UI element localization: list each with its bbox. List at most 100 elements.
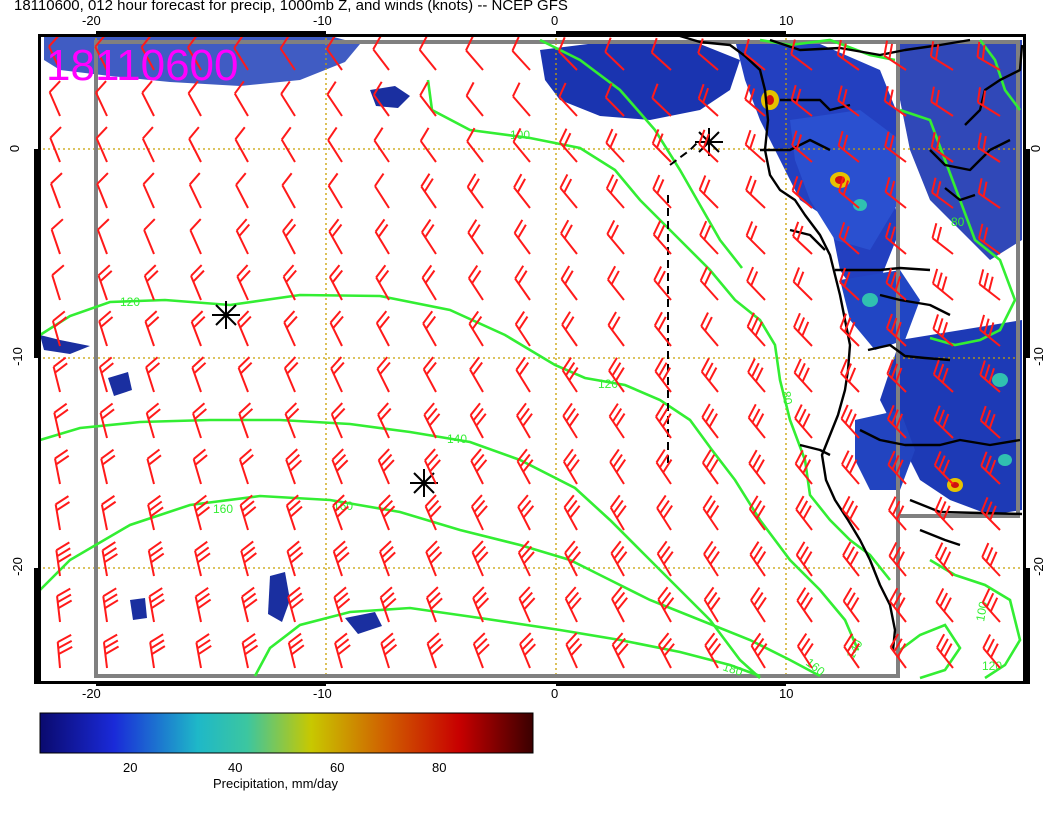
wind-barb xyxy=(51,310,68,347)
wind-barb xyxy=(747,403,766,439)
wind-barb xyxy=(885,313,907,347)
wind-barb xyxy=(558,82,578,117)
wind-barb xyxy=(976,87,1001,117)
star-marker xyxy=(410,469,438,497)
wind-barb xyxy=(748,495,766,531)
wind-barb xyxy=(931,223,954,255)
wind-barb xyxy=(332,540,350,577)
wind-barb xyxy=(239,494,257,531)
wind-barb xyxy=(102,633,120,669)
wind-barb xyxy=(702,495,720,531)
wind-barb xyxy=(235,172,249,209)
wind-barb xyxy=(841,495,860,531)
wind-barb xyxy=(285,494,303,531)
wind-barb xyxy=(148,587,165,623)
wind-barb xyxy=(564,586,582,623)
wind-barb xyxy=(936,633,954,669)
wind-barb xyxy=(790,39,813,71)
wind-barb xyxy=(609,494,627,531)
wind-barb xyxy=(561,311,578,347)
wind-barb xyxy=(746,266,766,301)
wind-barb xyxy=(839,313,860,347)
contour-label: 80 xyxy=(951,215,965,229)
wind-barb xyxy=(794,404,813,439)
wind-barb xyxy=(194,540,211,577)
wind-barb xyxy=(564,540,582,577)
wind-barb xyxy=(933,450,954,485)
wind-barb xyxy=(234,126,249,163)
wind-barb xyxy=(145,402,161,439)
wind-barb xyxy=(55,541,72,577)
wind-barb xyxy=(53,449,70,485)
wind-barb xyxy=(747,358,766,393)
wind-barb xyxy=(653,266,672,301)
wind-barb xyxy=(470,448,488,485)
wind-barb xyxy=(284,402,300,439)
wind-barb xyxy=(421,218,437,255)
colorbar-tick: 20 xyxy=(123,760,138,775)
wind-barb xyxy=(976,41,1001,71)
colorbar-label: Precipitation, mm/day xyxy=(213,776,338,791)
wind-barb xyxy=(379,540,396,577)
wind-barb xyxy=(377,402,392,439)
wind-barb xyxy=(561,357,579,393)
wind-barb xyxy=(841,450,860,485)
wind-barb xyxy=(425,586,443,623)
wind-barb xyxy=(327,172,343,209)
contour-label: 180 xyxy=(721,660,745,680)
wind-barb xyxy=(472,632,490,669)
wind-barb xyxy=(379,586,397,623)
wind-barb xyxy=(421,264,437,301)
wind-barb xyxy=(330,402,346,439)
wind-barb xyxy=(559,173,578,209)
map-title: 18110600, 012 hour forecast for precip, … xyxy=(14,0,568,14)
wind-barb xyxy=(794,449,813,485)
wind-barb xyxy=(979,405,1001,439)
wind-barb xyxy=(699,220,719,255)
wind-barb xyxy=(606,220,625,255)
wind-barb xyxy=(565,632,583,669)
wind-barb xyxy=(141,80,155,117)
wind-barb xyxy=(977,132,1001,163)
wind-barb xyxy=(236,264,251,301)
wind-barb xyxy=(511,36,531,71)
wind-barb xyxy=(192,448,208,485)
wind-barb xyxy=(333,586,351,623)
wind-barb xyxy=(191,356,207,393)
contour-label: 120 xyxy=(982,659,1002,673)
wind-barb xyxy=(563,494,581,531)
contour-label: 120 xyxy=(598,377,618,391)
wind-barb xyxy=(651,83,672,117)
wind-barb xyxy=(189,218,202,255)
wind-barb xyxy=(932,314,954,347)
wind-barb xyxy=(424,494,442,531)
wind-barb xyxy=(332,494,349,531)
wind-barb xyxy=(978,269,1001,301)
bottom-tick-label: -20 xyxy=(82,686,101,701)
axis-frame xyxy=(34,31,1030,686)
wind-barb xyxy=(144,310,160,347)
wind-barb xyxy=(328,218,343,255)
wind-barb xyxy=(422,356,437,393)
wind-barb xyxy=(98,310,114,347)
right-tick-label: -10 xyxy=(1030,347,1046,366)
wind-barb xyxy=(238,402,254,439)
wind-barb xyxy=(190,310,206,347)
wind-barb xyxy=(934,496,954,531)
star-marker xyxy=(212,301,240,329)
wind-barb xyxy=(426,632,444,669)
wind-barb xyxy=(285,448,303,485)
wind-barb xyxy=(657,586,675,623)
wind-barb xyxy=(142,172,155,209)
wind-barb xyxy=(472,586,490,623)
wind-barb xyxy=(516,402,533,439)
wind-barb xyxy=(100,495,117,531)
wind-barb xyxy=(334,632,351,669)
wind-barb xyxy=(376,356,391,393)
wind-barb xyxy=(424,448,441,485)
wind-barb xyxy=(287,632,305,669)
wind-barb xyxy=(797,632,814,669)
wind-barb xyxy=(326,35,343,71)
wind-barb xyxy=(560,265,578,301)
